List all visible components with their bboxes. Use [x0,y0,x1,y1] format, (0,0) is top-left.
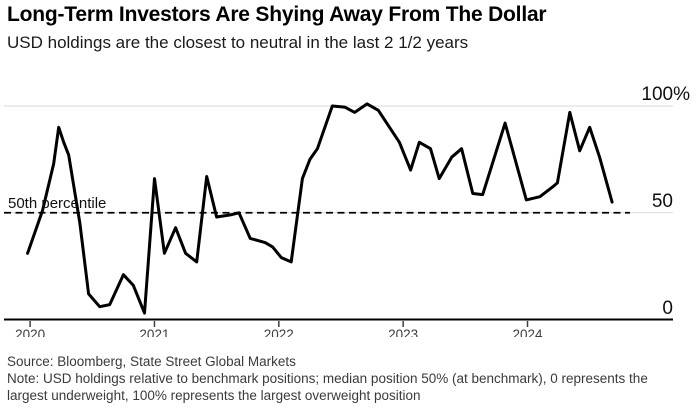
chart-subtitle: USD holdings are the closest to neutral … [7,33,469,52]
note-text-line1: Note: USD holdings relative to benchmark… [7,371,648,386]
note-text-line2: largest underweight, 100% represents the… [7,388,421,403]
chart-footer: Source: Bloomberg, State Street Global M… [7,353,648,404]
data-line [26,102,614,315]
chart-title: Long-Term Investors Are Shying Away From… [7,3,547,26]
source-text: Source: Bloomberg, State Street Global M… [7,354,296,369]
reference-line-label: 50th percentile [8,195,107,212]
